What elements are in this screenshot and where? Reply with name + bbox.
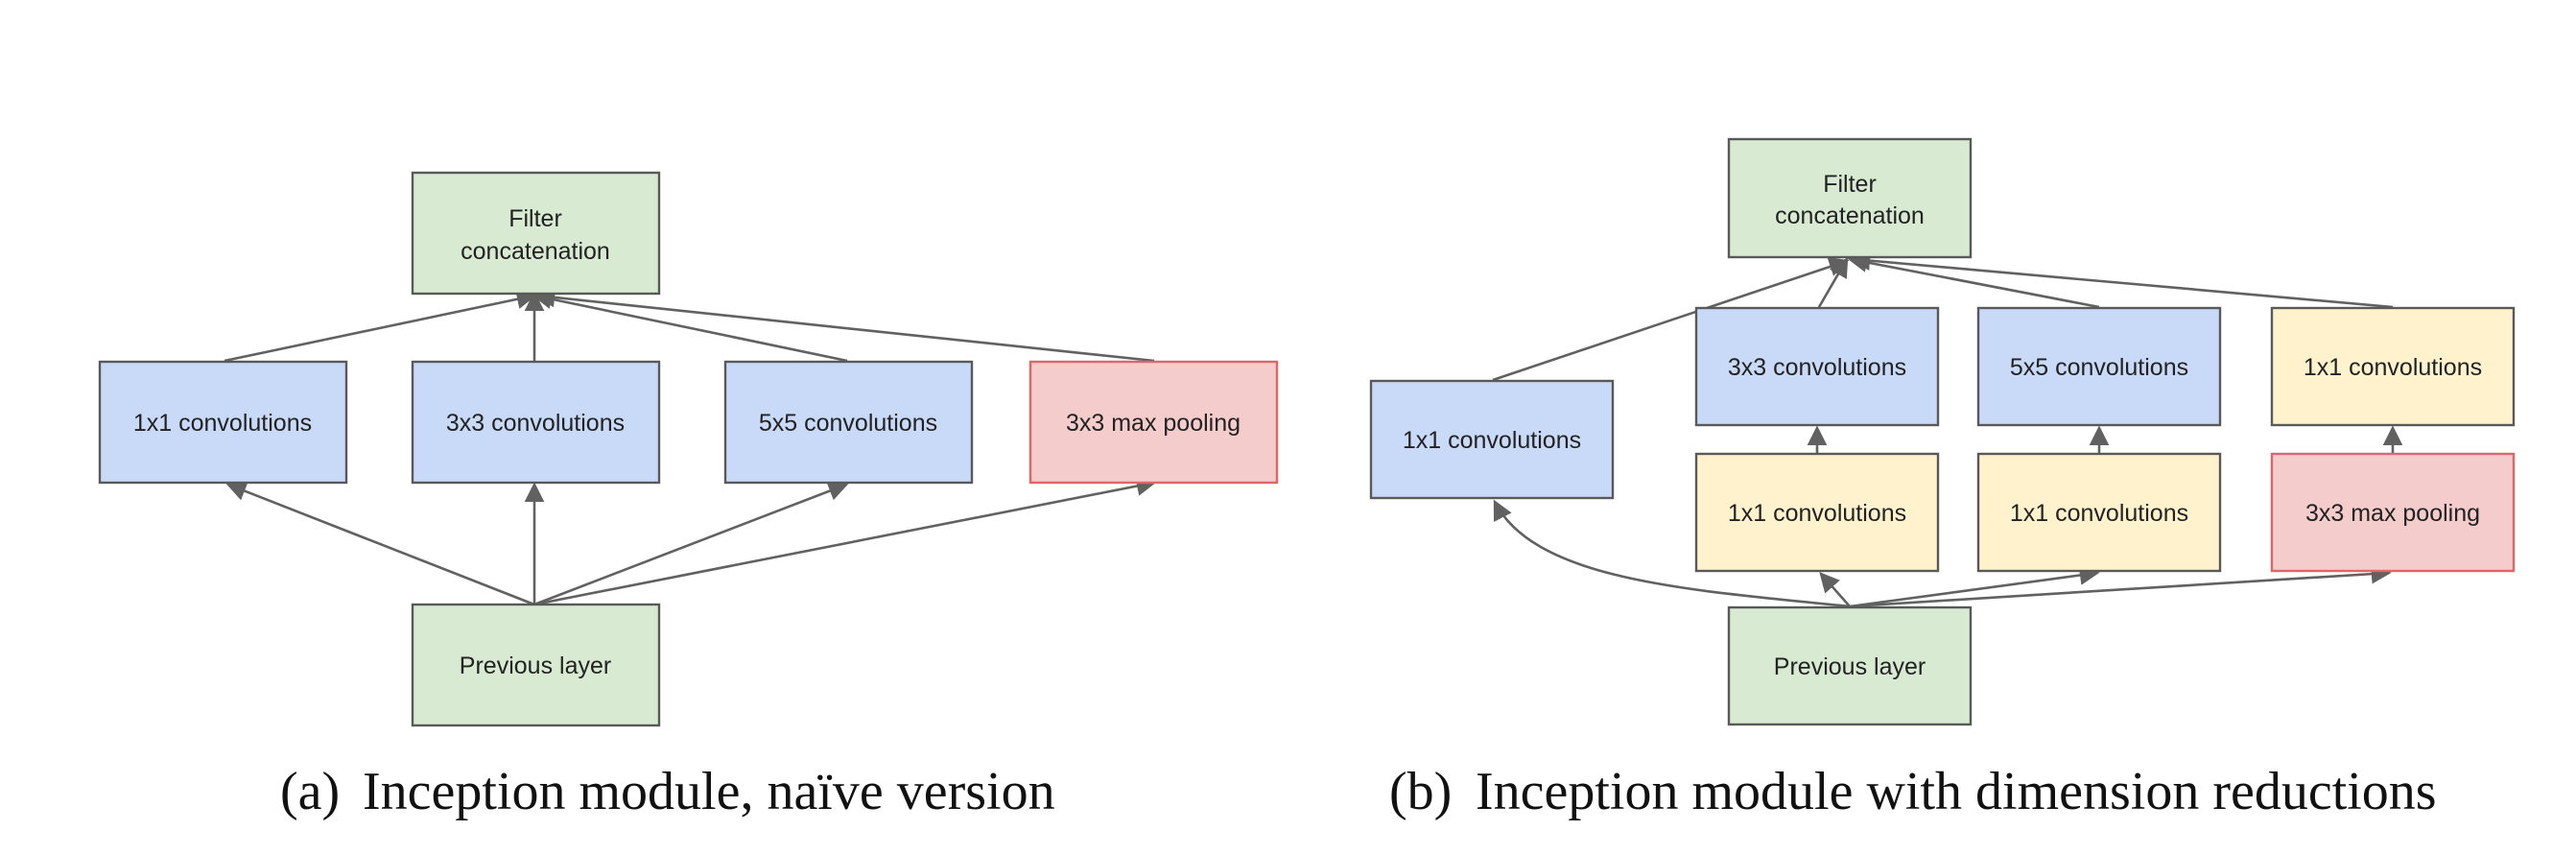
node-a-conv5x5-label: 5x5 convolutions xyxy=(759,410,937,437)
node-a-conv5x5: 5x5 convolutions xyxy=(723,360,974,485)
diagram-a-edges xyxy=(224,287,1157,606)
edge-b-prev-to-1x1 xyxy=(1493,499,1851,608)
node-a-filter-concat-line1: Filter xyxy=(508,205,562,232)
edge-b-5x5-to-concat xyxy=(1847,252,2100,309)
node-a-previous-layer-label: Previous layer xyxy=(460,652,611,679)
node-b-filter-concat: Filter concatenation xyxy=(1727,137,1973,259)
edge-b-prev-to-maxpool xyxy=(1849,563,2392,608)
node-b-conv5x5: 5x5 convolutions xyxy=(1976,306,2222,427)
node-b-reduce-3x3-label: 1x1 convolutions xyxy=(1728,500,1906,527)
diagram-b-edges xyxy=(1492,250,2403,608)
edge-a-prev-to-5x5 xyxy=(533,481,849,606)
node-a-conv1x1: 1x1 convolutions xyxy=(98,360,348,485)
caption-b-tag: (b) xyxy=(1389,762,1452,821)
node-b-conv1x1-after-pool: 1x1 convolutions xyxy=(2270,306,2516,427)
node-b-reduce-3x3: 1x1 convolutions xyxy=(1694,452,1940,573)
node-a-filter-concat: Filter concatenation xyxy=(411,171,661,296)
edge-a-5x5-to-concat xyxy=(532,289,848,363)
edge-b-pool1x1-to-concat xyxy=(1850,250,2394,309)
edge-b-1x1-to-concat xyxy=(1492,256,1850,382)
node-b-conv3x3: 3x3 convolutions xyxy=(1694,306,1940,427)
edge-b-3x3-to-concat xyxy=(1817,256,1849,308)
node-b-conv1x1-direct-label: 1x1 convolutions xyxy=(1403,427,1581,454)
node-b-filter-concat-line1: Filter xyxy=(1823,171,1877,198)
node-b-maxpool-label: 3x3 max pooling xyxy=(2305,500,2480,527)
node-b-previous-layer: Previous layer xyxy=(1727,605,1973,726)
node-a-maxpool-label: 3x3 max pooling xyxy=(1066,410,1241,437)
node-a-conv1x1-label: 1x1 convolutions xyxy=(133,410,312,437)
caption-a-tag: (a) xyxy=(280,762,340,821)
node-b-conv3x3-label: 3x3 convolutions xyxy=(1728,354,1906,381)
node-b-conv5x5-label: 5x5 convolutions xyxy=(2010,354,2188,381)
caption-b-text: Inception module with dimension reductio… xyxy=(1476,762,2437,821)
edge-b-prev-to-reduce5x5 xyxy=(1849,565,2100,608)
diagram-b: Filter concatenation 1x1 convolutions 3x… xyxy=(1369,137,2516,821)
edge-b-prev-to-reduce3x3 xyxy=(1819,572,1851,607)
node-b-maxpool: 3x3 max pooling xyxy=(2270,452,2516,573)
caption-a-text: Inception module, naïve version xyxy=(363,762,1055,821)
node-a-conv3x3: 3x3 convolutions xyxy=(411,360,661,485)
node-a-filter-concat-line2: concatenation xyxy=(461,238,610,265)
node-b-previous-layer-label: Previous layer xyxy=(1774,653,1926,680)
node-b-conv1x1-direct: 1x1 convolutions xyxy=(1369,379,1615,500)
edge-a-prev-to-1x1 xyxy=(225,481,535,606)
node-a-conv3x3-label: 3x3 convolutions xyxy=(446,410,625,437)
node-a-maxpool: 3x3 max pooling xyxy=(1028,360,1279,485)
node-b-reduce-5x5: 1x1 convolutions xyxy=(1976,452,2222,573)
node-b-reduce-5x5-label: 1x1 convolutions xyxy=(2010,500,2188,527)
edge-a-1x1-to-concat xyxy=(224,289,537,363)
edge-a-maxpool-to-concat xyxy=(534,287,1155,363)
edge-a-prev-to-maxpool xyxy=(533,476,1157,606)
node-a-previous-layer: Previous layer xyxy=(411,603,661,727)
diagram-a: Filter concatenation 1x1 convolutions 3x… xyxy=(98,171,1279,821)
node-b-filter-concat-line2: concatenation xyxy=(1775,202,1925,229)
node-b-conv1x1-after-pool-label: 1x1 convolutions xyxy=(2304,354,2482,381)
